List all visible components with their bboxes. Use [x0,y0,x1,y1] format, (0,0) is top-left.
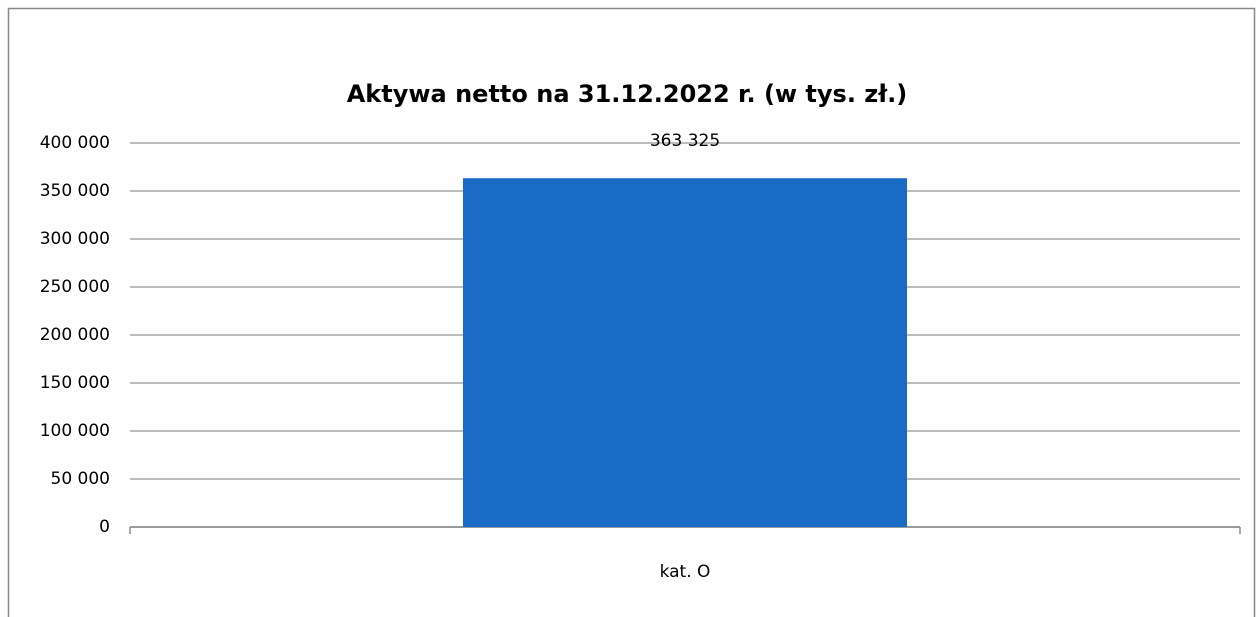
y-tick-label: 250 000 [40,277,110,297]
y-tick-label: 400 000 [40,133,110,153]
x-tick-label: kat. O [660,562,711,582]
chart-border [7,7,1256,617]
y-tick-label: 150 000 [40,373,110,393]
y-tick-label: 50 000 [51,469,110,489]
y-tick-label: 200 000 [40,325,110,345]
data-label: 363 325 [650,131,720,151]
y-tick-label: 300 000 [40,229,110,249]
y-tick-label: 0 [99,517,110,537]
chart-title: Aktywa netto na 31.12.2022 r. (w tys. zł… [347,80,908,108]
y-tick-label: 100 000 [40,421,110,441]
y-tick-label: 350 000 [40,181,110,201]
bar [463,178,907,527]
